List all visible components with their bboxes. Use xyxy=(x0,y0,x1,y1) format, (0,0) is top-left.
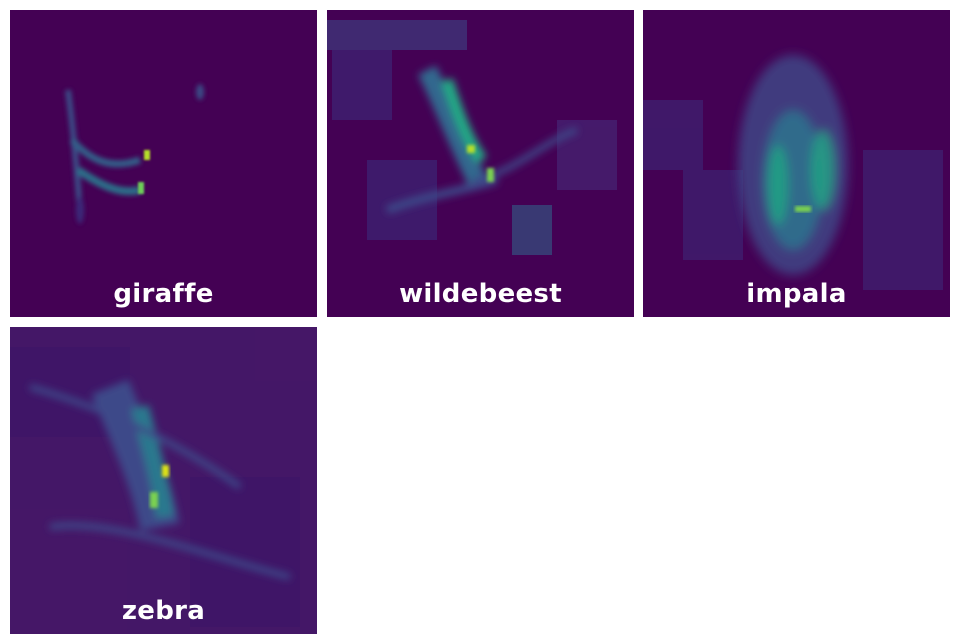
saliency-heatmap-impala xyxy=(643,55,943,290)
tile-label: wildebeest xyxy=(399,279,562,309)
saliency-tile-zebra: zebra xyxy=(10,327,317,634)
tile-label: zebra xyxy=(121,596,206,626)
tile-label: giraffe xyxy=(113,279,214,309)
saliency-heatmap-wildebeest xyxy=(327,20,617,255)
saliency-tile-giraffe: giraffe xyxy=(10,10,317,317)
saliency-tile-wildebeest: wildebeest xyxy=(327,10,634,317)
saliency-tile-impala: impala xyxy=(643,10,950,317)
saliency-heatmap-giraffe xyxy=(65,84,204,224)
tile-label: impala xyxy=(746,279,847,309)
saliency-heatmap-zebra xyxy=(10,327,317,634)
